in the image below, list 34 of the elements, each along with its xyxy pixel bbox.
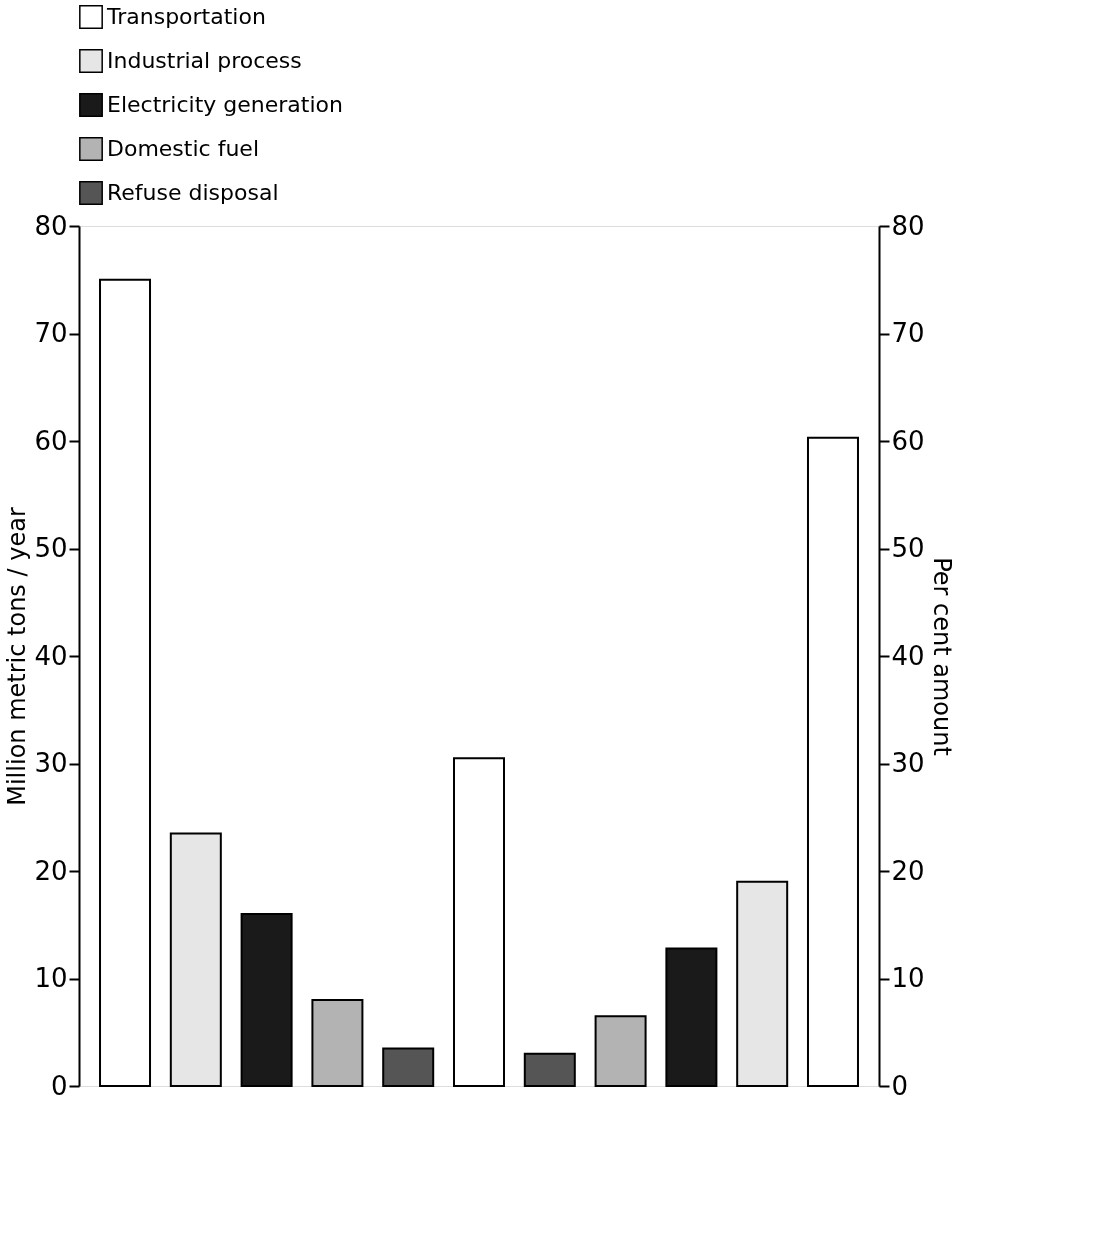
y-tick-label: 10 [34, 963, 68, 993]
y-tick-label: 60 [34, 425, 68, 456]
y2-tick-label: 0 [891, 1070, 909, 1101]
bar [453, 757, 505, 1087]
y-tick-label: 20 [34, 855, 68, 886]
legend-label: Electricity generation [107, 92, 343, 117]
bar [240, 913, 293, 1087]
bar [806, 436, 859, 1087]
y2-tick-label: 70 [891, 318, 925, 348]
y-tick-label: 70 [34, 318, 68, 348]
y-tick-label: 50 [34, 533, 68, 563]
y2-tick-label: 60 [891, 425, 925, 456]
legend-label: Refuse disposal [107, 180, 279, 205]
y2-axis-title: Per cent amount [927, 557, 956, 756]
y2-tick-label: 40 [891, 640, 925, 671]
legend-label: Industrial process [107, 48, 302, 73]
bar [665, 947, 718, 1087]
y-tick-label: 0 [50, 1070, 68, 1101]
y2-tick-label: 80 [891, 210, 925, 241]
legend-label: Transportation [106, 4, 266, 29]
y2-tick-label: 50 [891, 533, 925, 563]
bar [523, 1052, 576, 1087]
legend-label: Domestic fuel [107, 136, 259, 161]
y2-tick-label: 20 [891, 855, 925, 886]
y2-tick-label: 30 [891, 748, 925, 778]
y-tick-label: 40 [34, 640, 68, 671]
bar [311, 999, 364, 1087]
bar [382, 1047, 435, 1087]
y-tick-label: 30 [34, 748, 68, 778]
y-axis-title: Million metric tons / year [3, 507, 32, 806]
y2-tick-label: 10 [891, 963, 925, 993]
y-tick-label: 80 [34, 210, 68, 241]
bar [594, 1015, 647, 1087]
bar [99, 278, 152, 1087]
